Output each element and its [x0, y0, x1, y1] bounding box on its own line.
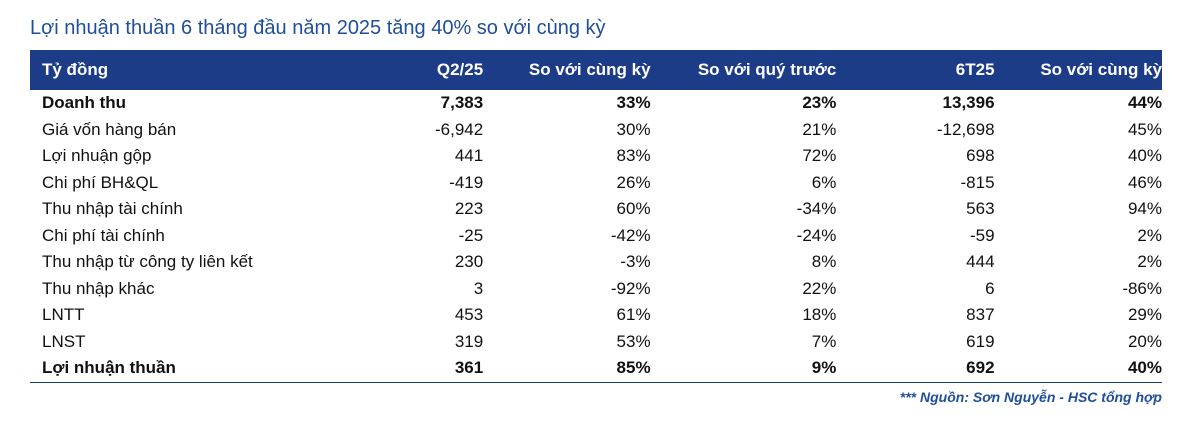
table-cell: 60%: [616, 199, 651, 219]
table-cell: -25: [458, 225, 484, 245]
table-cell: 72%: [802, 146, 837, 166]
table-cell: 46%: [1127, 172, 1162, 192]
table-row: Thu nhập tài chính 223 60% -34% 563 94%: [30, 196, 1162, 223]
table-row: LNTT 453 61% 18% 837 29%: [30, 302, 1162, 329]
table-cell: 45%: [1127, 119, 1162, 139]
table-cell: 30%: [616, 119, 651, 139]
table-cell: 8%: [811, 252, 837, 272]
table-cell: -6,942: [434, 119, 484, 139]
table-cell: -24%: [796, 225, 837, 245]
table-cell: 44%: [1127, 93, 1162, 113]
header-cell: So với cùng kỳ: [994, 50, 1162, 90]
title: Lợi nhuận thuần 6 tháng đầu năm 2025 tăn…: [30, 17, 606, 39]
table-cell: 26%: [616, 172, 651, 192]
table-row: Thu nhập khác 3 -92% 22% 6 -86%: [30, 276, 1162, 303]
row-label: Thu nhập khác: [42, 278, 155, 298]
table-row: Chi phí tài chính -25 -42% -24% -59 2%: [30, 223, 1162, 250]
table-cell: 94%: [1127, 199, 1162, 219]
table-cell: 33%: [616, 93, 651, 113]
header-cell: Tỷ đồng: [30, 50, 380, 90]
row-label: LNTT: [42, 305, 85, 325]
row-label: Lợi nhuận gộp: [42, 146, 152, 166]
table-row: Giá vốn hàng bán -6,942 30% 21% -12,698 45%: [30, 117, 1162, 144]
row-label: Doanh thu: [42, 93, 127, 113]
table-cell: 13,396: [942, 93, 995, 113]
table-cell: 21%: [802, 119, 837, 139]
table-cell: -92%: [610, 278, 651, 298]
table-cell: 2%: [1137, 252, 1162, 272]
table-row: LNST 319 53% 7% 619 20%: [30, 329, 1162, 356]
table-row: Lợi nhuận gộp 441 83% 72% 698 40%: [30, 143, 1162, 170]
row-label: Chi phí BH&QL: [42, 172, 159, 192]
table-cell: 692: [836, 355, 995, 383]
table-cell: 444: [966, 252, 995, 272]
table-cell: 7,383: [440, 93, 484, 113]
table-cell: 29%: [1127, 305, 1162, 325]
table-cell: -419: [449, 172, 484, 192]
table-cell: -34%: [796, 199, 837, 219]
table-cell: 6: [985, 278, 995, 298]
table-cell: 319: [454, 331, 484, 351]
table-cell: 61%: [616, 305, 651, 325]
table-cell: 85%: [483, 355, 651, 383]
table-cell: 7%: [811, 331, 837, 351]
row-label: Giá vốn hàng bán: [42, 119, 177, 139]
table-cell: 40%: [1127, 146, 1162, 166]
table-cell: 230: [454, 252, 484, 272]
row-label: Lợi nhuận thuần: [30, 355, 380, 383]
table-cell: 453: [454, 305, 484, 325]
table-cell: 20%: [1127, 331, 1162, 351]
table-cell: -3%: [620, 252, 651, 272]
header-cell: So với cùng kỳ: [483, 50, 651, 90]
table-cell: 2%: [1137, 225, 1162, 245]
table-cell: 18%: [802, 305, 837, 325]
row-label: Thu nhập từ công ty liên kết: [42, 252, 253, 272]
row-label: Chi phí tài chính: [42, 225, 165, 245]
row-label: LNST: [42, 331, 86, 351]
table-cell: 83%: [616, 146, 651, 166]
table-cell: -12,698: [936, 119, 995, 139]
table-row: Lợi nhuận thuần 361 85% 9% 692 40%: [30, 355, 1162, 383]
header-cell: So với quý trước: [650, 50, 837, 90]
header-cell: 6T25: [836, 50, 995, 90]
table-cell: 361: [379, 355, 484, 383]
table-cell: 837: [966, 305, 995, 325]
table-cell: 563: [966, 199, 995, 219]
table-cell: 698: [966, 146, 995, 166]
source-note: *** Nguồn: Sơn Nguyễn - HSC tổng hợp: [899, 389, 1162, 405]
table-cell: 40%: [994, 355, 1162, 383]
table-row: Thu nhập từ công ty liên kết 230 -3% 8% 444 2…: [30, 249, 1162, 276]
table-cell: 619: [966, 331, 995, 351]
table-cell: 3: [473, 278, 484, 298]
table-cell: 23%: [802, 93, 837, 113]
table-cell: 53%: [616, 331, 651, 351]
table-cell: -86%: [1122, 278, 1162, 298]
table-cell: 22%: [802, 278, 837, 298]
row-label: Thu nhập tài chính: [42, 199, 183, 219]
table-cell: 6%: [811, 172, 837, 192]
table-cell: -59: [969, 225, 995, 245]
data-table: Tỷ đồng Q2/25 So với cùng kỳ So với quý trư…: [30, 50, 1162, 383]
table-cell: 441: [454, 146, 484, 166]
header-row: Tỷ đồng Q2/25 So với cùng kỳ So với quý trư…: [30, 50, 1162, 90]
table-row: Doanh thu 7,383 33% 23% 13,396 44%: [30, 90, 1162, 117]
table-cell: 9%: [650, 355, 837, 383]
table-body: Doanh thu 7,383 33% 23% 13,396 44% Giá vốn hàn…: [30, 90, 1162, 383]
header-cell: Q2/25: [379, 50, 484, 90]
table-cell: -42%: [610, 225, 651, 245]
table-cell: -815: [960, 172, 995, 192]
table-cell: 223: [454, 199, 484, 219]
table-row: Chi phí BH&QL -419 26% 6% -815 46%: [30, 170, 1162, 197]
